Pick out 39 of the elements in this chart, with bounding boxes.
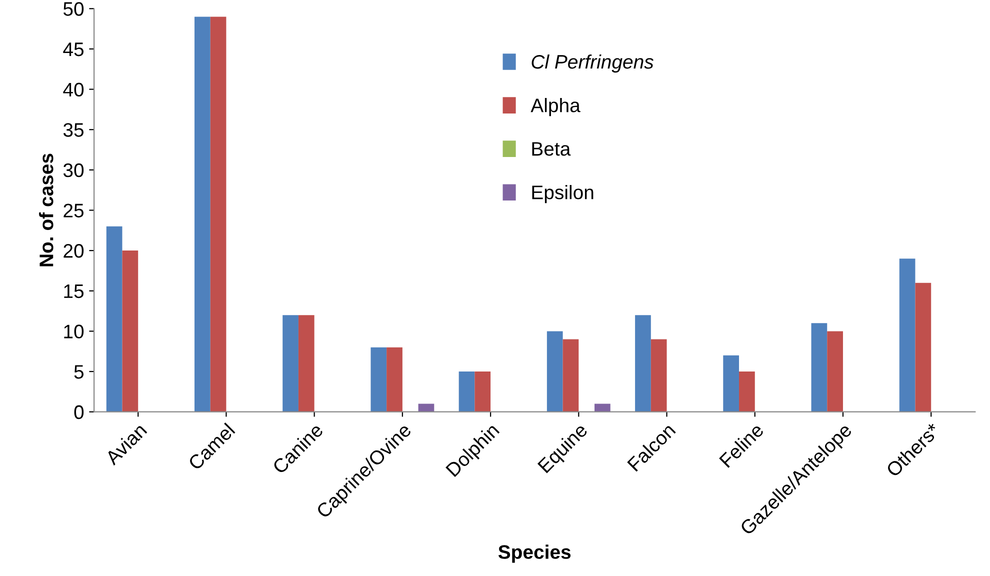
- y-tick-label: 0: [74, 405, 84, 420]
- bar: [723, 355, 740, 412]
- y-tick-label: 45: [63, 42, 84, 56]
- y-tick-label: 10: [64, 324, 84, 338]
- legend-label: Cl Perfringens: [532, 54, 654, 73]
- bar: [194, 16, 210, 412]
- bar: [210, 16, 226, 412]
- y-tick-label: 20: [64, 244, 84, 258]
- bar: [370, 347, 387, 412]
- bar: [298, 315, 314, 412]
- bar: [546, 331, 563, 412]
- bar: [122, 250, 138, 412]
- bar: [386, 347, 402, 412]
- bar: [899, 258, 916, 412]
- legend-label: Alpha: [530, 98, 580, 116]
- bar: [739, 372, 755, 412]
- bar: [418, 404, 434, 412]
- legend-label: Beta: [532, 142, 571, 156]
- bar: [811, 323, 828, 412]
- bar: [915, 282, 932, 412]
- y-axis-title: No. of cases: [39, 154, 54, 266]
- bar: [635, 315, 651, 412]
- bar: [282, 315, 298, 412]
- y-tick-label: 5: [74, 365, 84, 379]
- bar: [106, 226, 122, 412]
- x-axis-title: Species: [498, 544, 571, 563]
- y-tick-label: 50: [63, 2, 84, 16]
- bar: [594, 404, 610, 412]
- y-tick-label: 25: [64, 204, 84, 218]
- bar: [458, 372, 475, 412]
- bar: [474, 372, 491, 412]
- y-tick-label: 15: [64, 284, 84, 298]
- y-tick-label: 35: [63, 123, 84, 137]
- y-tick-label: 40: [63, 82, 84, 97]
- bar: [650, 339, 667, 412]
- y-tick-label: 30: [63, 163, 84, 178]
- bar: [562, 339, 579, 412]
- legend-label: Epsilon: [532, 184, 594, 204]
- bar: [827, 331, 843, 412]
